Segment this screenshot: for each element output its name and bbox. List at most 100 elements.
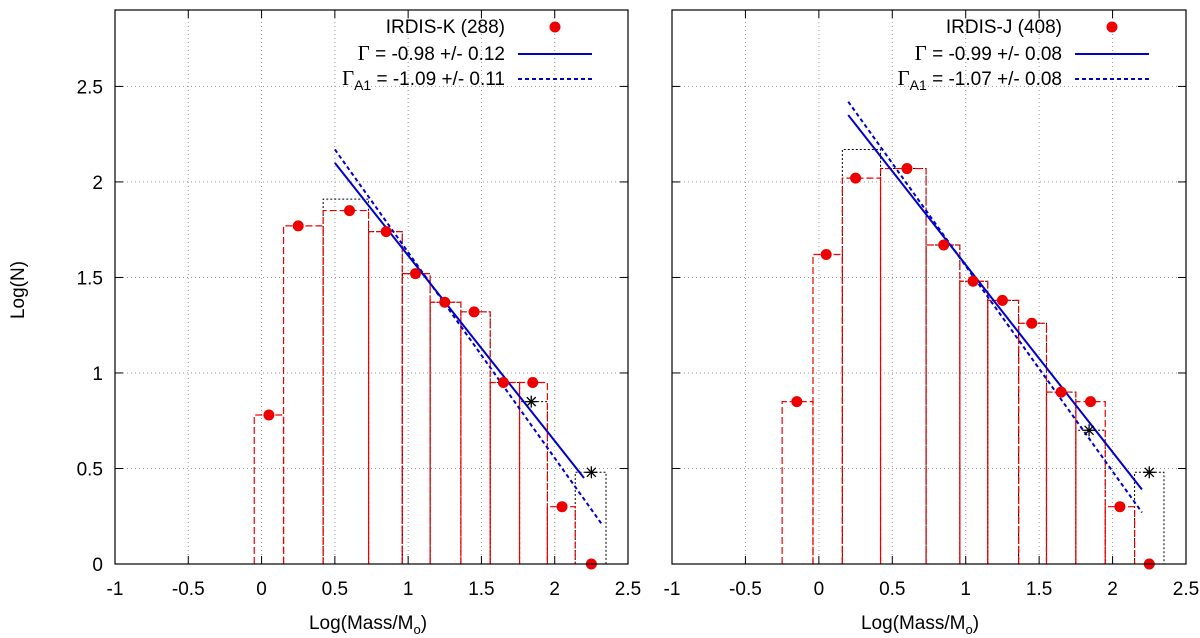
red-hist-bin [1104, 506, 1136, 564]
data-point [497, 377, 509, 389]
black-hist-bin [841, 148, 882, 564]
data-point [1114, 501, 1126, 513]
star-marker [525, 395, 538, 408]
legend-label-fit-solid: Γ = -0.99 +/- 0.08 [915, 41, 1062, 65]
black-hist-bin [925, 244, 961, 564]
star-marker [585, 466, 598, 479]
plot-area: -1 -0.5 0 0.5 1 1.5 2 2.5 [664, 9, 1199, 600]
x-tick-label: 2.5 [1173, 579, 1199, 600]
black-hist-bin [1075, 429, 1106, 564]
data-point [996, 294, 1008, 306]
red-hist-bin [367, 231, 403, 564]
fit-line-dashed [847, 101, 1143, 514]
red-hist-bin [429, 301, 462, 564]
data-point [527, 377, 539, 389]
data-point [344, 205, 356, 217]
red-hist-bin [282, 225, 324, 564]
legend-swatch-points [1106, 21, 1118, 33]
red-hist-bin [812, 253, 843, 564]
left-panel: -1 -0.5 0 0.5 1 1.5 2 2.5 0 0.5 1 1.5 2 2.5 Log(N) Lo… [8, 9, 641, 637]
x-tick-label: -0.5 [729, 579, 762, 600]
red-hist-bin [925, 244, 961, 564]
legend: IRDIS-K (288) Γ = -0.98 +/- 0.12 ΓA1 = -… [342, 17, 505, 93]
plot-frame [671, 9, 1187, 565]
right-panel: -1 -0.5 0 0.5 1 1.5 2 2.5 Log(Mass/Mo) IRDIS-J … [664, 9, 1199, 637]
black-hist-bin [489, 382, 521, 564]
y-tick-label: 1.5 [77, 268, 103, 289]
red-hist-bin [546, 506, 576, 564]
star-marker [1143, 466, 1156, 479]
black-hist-bin [1134, 471, 1165, 564]
data-point [292, 220, 304, 232]
x-tick-label: 1.5 [468, 579, 494, 600]
data-point [263, 409, 275, 421]
red-hist-bin [489, 381, 521, 564]
x-tick-label: 0.5 [879, 579, 905, 600]
legend-label-points: IRDIS-J (408) [946, 17, 1062, 38]
legend-label-fit-dashed: ΓA1 = -1.07 +/- 0.08 [898, 66, 1062, 93]
red-hist-bin [460, 311, 491, 564]
red-hist-bin [253, 414, 285, 564]
x-tick-label: 2.5 [615, 579, 641, 600]
black-hist-bin [429, 301, 462, 564]
red-hist-bin [879, 167, 927, 564]
black-hist-bin [368, 231, 403, 564]
data-point [1055, 386, 1067, 398]
data-point [556, 501, 568, 513]
data-point [1085, 396, 1097, 408]
red-hist-bin [1075, 401, 1106, 564]
legend: IRDIS-J (408) Γ = -0.99 +/- 0.08 ΓA1 = -… [898, 17, 1062, 93]
black-hist-bin [959, 280, 989, 564]
legend-label-fit-dashed: ΓA1 = -1.09 +/- 0.11 [342, 66, 505, 93]
star-marker [1083, 424, 1096, 437]
y-tick-label: 0.5 [77, 459, 103, 480]
x-tick-label: 2 [1107, 579, 1118, 600]
black-hist-bin [401, 273, 431, 564]
red-hist-bin [401, 273, 431, 564]
red-hist-bin [322, 209, 370, 564]
x-tick-label: 2 [549, 579, 560, 600]
red-hist-bin [518, 381, 548, 564]
red-hist-bin [987, 299, 1020, 564]
data-point [468, 306, 480, 318]
x-axis-label: Log(Mass/Mo) [861, 613, 979, 637]
y-tick-label: 2 [92, 173, 103, 194]
plot-frame [114, 9, 629, 565]
data-point [967, 275, 979, 287]
data-point [938, 239, 950, 251]
data-point [791, 396, 803, 408]
black-hist-bin [880, 168, 927, 564]
data-point [409, 268, 421, 280]
red-hist-bin [1045, 391, 1077, 564]
red-hist-bin [841, 177, 882, 564]
data-point [380, 226, 392, 238]
black-hist-bin [574, 471, 607, 564]
y-tick-label: 1 [92, 364, 103, 385]
x-axis-label: Log(Mass/Mo) [309, 613, 427, 637]
plot-area: -1 -0.5 0 0.5 1 1.5 2 2.5 0 0.5 1 1.5 2 2.5 [77, 9, 641, 600]
fit-line-solid [334, 162, 585, 479]
x-tick-label: -1 [107, 579, 124, 600]
red-hist-bin [781, 401, 814, 564]
x-tick-label: 0 [814, 579, 825, 600]
legend-swatch-points [549, 21, 561, 33]
y-tick-label: 2.5 [77, 77, 103, 98]
fit-line-dashed [334, 148, 603, 525]
x-tick-label: 0 [256, 579, 267, 600]
data-point [820, 249, 832, 261]
data-point [850, 172, 862, 184]
black-hist-bin [1045, 391, 1077, 564]
x-tick-label: -1 [664, 579, 681, 600]
y-axis-label: Log(N) [8, 261, 29, 319]
x-tick-label: 0.5 [322, 579, 348, 600]
black-hist-bin [460, 311, 491, 564]
data-point [1026, 317, 1038, 329]
black-hist-bin [322, 198, 370, 564]
red-hist-bin [959, 280, 989, 564]
legend-label-points: IRDIS-K (288) [386, 17, 505, 38]
x-tick-label: -0.5 [172, 579, 205, 600]
black-hist-bin [987, 299, 1020, 564]
legend-label-fit-solid: Γ = -0.98 +/- 0.12 [358, 41, 505, 65]
x-tick-label: 1.5 [1026, 579, 1052, 600]
